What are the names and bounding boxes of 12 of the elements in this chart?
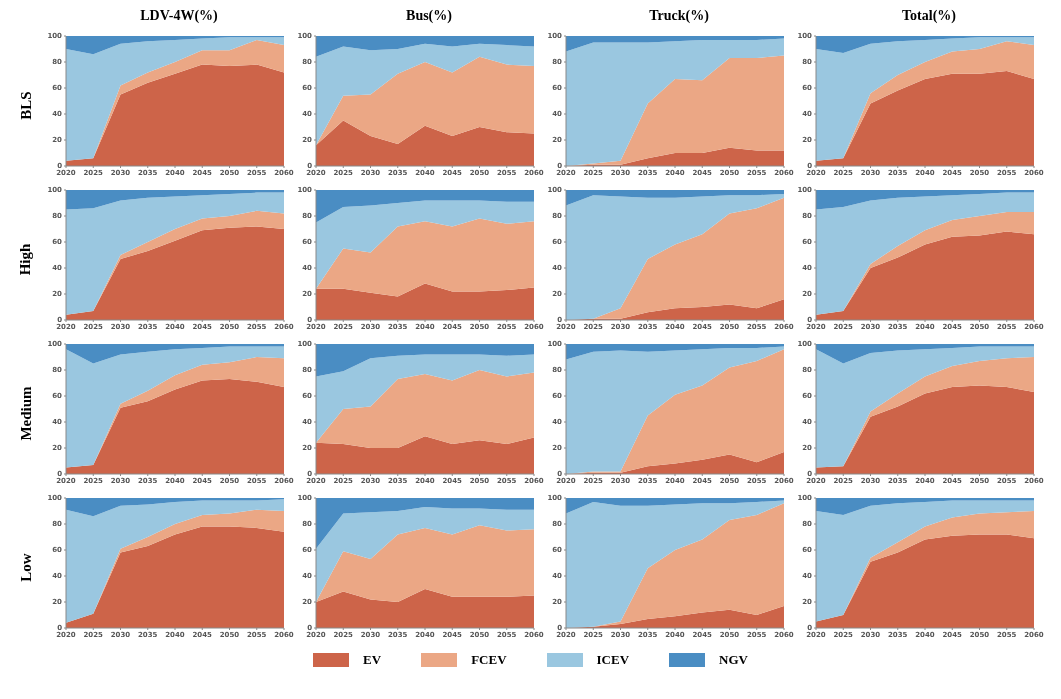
y-axis-title: BLS	[17, 90, 35, 120]
y-axis-title: Medium	[17, 385, 35, 441]
legend-label: NGV	[719, 652, 748, 668]
legend-label: FCEV	[471, 652, 507, 668]
chart-title: Total(%)	[901, 8, 957, 25]
legend-label: ICEV	[596, 652, 630, 668]
chart-title: Bus(%)	[405, 8, 453, 25]
y-axis-title: High	[17, 243, 35, 275]
legend-label: EV	[363, 652, 382, 668]
y-axis-title: Low	[17, 552, 35, 582]
chart-title: LDV-4W(%)	[139, 8, 219, 25]
chart-title: Truck(%)	[648, 8, 710, 25]
